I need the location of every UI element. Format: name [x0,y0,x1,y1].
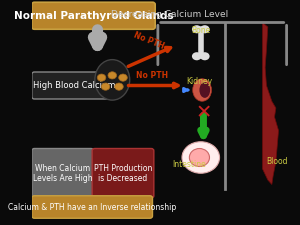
Text: When Calcium
Levels Are High: When Calcium Levels Are High [33,164,92,183]
Text: Kidney: Kidney [186,76,212,86]
FancyBboxPatch shape [32,2,155,29]
Text: Intestine: Intestine [172,160,206,169]
FancyBboxPatch shape [32,148,94,198]
Text: PTH Production
is Decreased: PTH Production is Decreased [94,164,152,183]
Circle shape [182,142,220,173]
Circle shape [200,25,210,33]
FancyBboxPatch shape [32,72,118,99]
Circle shape [119,74,127,81]
FancyBboxPatch shape [92,148,154,198]
Ellipse shape [189,148,209,166]
Text: Normal Parathyroid Glands: Normal Parathyroid Glands [14,11,173,21]
Text: Bone: Bone [191,26,211,35]
Text: Decreasing Calcium Level: Decreasing Calcium Level [111,10,229,19]
Polygon shape [262,22,278,184]
Circle shape [200,52,210,60]
Circle shape [115,83,123,90]
Circle shape [192,25,202,33]
Text: ✕: ✕ [195,103,212,122]
Text: No PTH: No PTH [136,71,169,80]
Ellipse shape [95,60,130,100]
Ellipse shape [200,82,210,98]
Circle shape [108,72,117,79]
Text: Calcium & PTH have an Inverse relationship: Calcium & PTH have an Inverse relationsh… [8,202,176,211]
Circle shape [192,52,202,60]
Ellipse shape [193,79,211,101]
Text: No PTH: No PTH [132,30,165,51]
Text: Blood: Blood [266,158,288,166]
Circle shape [101,83,110,90]
FancyBboxPatch shape [32,196,152,218]
Text: High Blood Calcium: High Blood Calcium [34,81,116,90]
Circle shape [97,74,106,81]
